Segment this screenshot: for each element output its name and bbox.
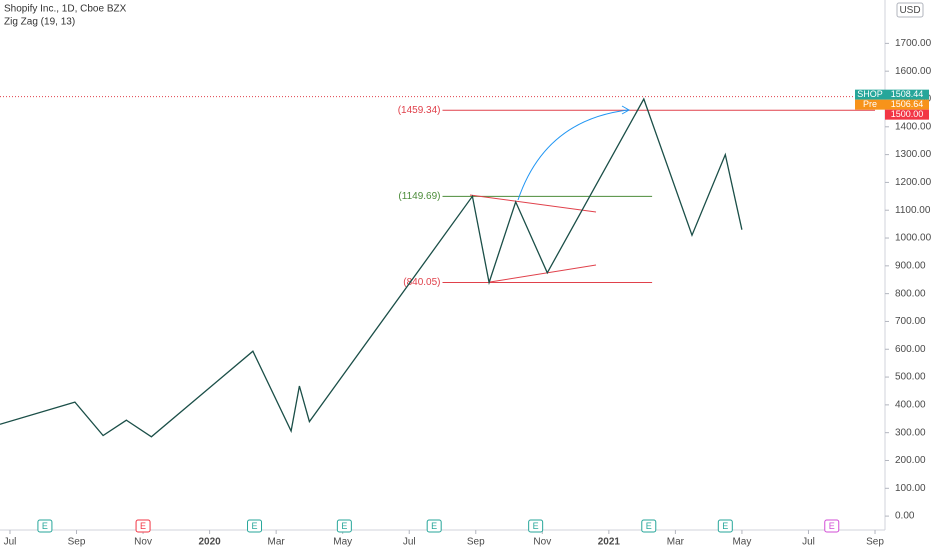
x-tick-label: Nov xyxy=(134,537,152,548)
x-tick-label: Nov xyxy=(533,537,551,548)
projection-arc xyxy=(517,109,629,201)
earnings-marker xyxy=(717,519,733,533)
triangle-lower xyxy=(489,264,597,283)
x-tick-label: Jul xyxy=(802,537,815,548)
price-label-name: Pre xyxy=(863,99,877,109)
y-tick-label: 300.00 xyxy=(895,427,926,438)
earnings-label: E xyxy=(829,521,835,531)
y-tick-label: 800.00 xyxy=(895,288,926,299)
earnings-label: E xyxy=(431,521,437,531)
x-tick-label: Mar xyxy=(667,537,685,548)
y-tick-label: 1400.00 xyxy=(895,121,932,132)
earnings-label: E xyxy=(42,521,48,531)
level-label: (1459.34) xyxy=(398,105,441,116)
price-label-name: SHOP xyxy=(857,89,883,99)
earnings-marker xyxy=(641,519,657,533)
y-tick-label: 0.00 xyxy=(895,511,915,522)
earnings-marker xyxy=(336,519,352,533)
y-tick-label: 200.00 xyxy=(895,455,926,466)
earnings-marker xyxy=(135,519,151,533)
earnings-label: E xyxy=(252,521,258,531)
earnings-label: E xyxy=(140,521,146,531)
earnings-marker xyxy=(37,519,53,533)
earnings-label: E xyxy=(341,521,347,531)
earnings-marker xyxy=(247,519,263,533)
price-label-value: 1500.00 xyxy=(891,109,924,119)
triangle-upper xyxy=(469,194,597,213)
level-label: (840.05) xyxy=(403,277,440,288)
y-tick-label: 500.00 xyxy=(895,372,926,383)
y-tick-label: 1100.00 xyxy=(895,205,931,216)
zigzag-line xyxy=(0,97,743,438)
x-tick-label: May xyxy=(333,537,352,548)
y-tick-label: 400.00 xyxy=(895,400,926,411)
y-tick-label: 600.00 xyxy=(895,344,926,355)
price-label-name-box xyxy=(855,99,885,110)
y-tick-label: 1300.00 xyxy=(895,149,932,160)
x-tick-label: 2020 xyxy=(198,537,221,548)
indicator-name: Zig Zag (19, 13) xyxy=(4,17,75,28)
earnings-label: E xyxy=(722,521,728,531)
x-tick-label: Sep xyxy=(68,537,86,548)
price-label-value: 1508.44 xyxy=(891,89,924,99)
level-label: (1149.69) xyxy=(398,191,440,202)
y-tick-label: 100.00 xyxy=(895,483,926,494)
x-tick-label: Sep xyxy=(866,537,884,548)
price-label-box xyxy=(885,89,929,100)
earnings-marker xyxy=(426,519,442,533)
x-tick-label: Mar xyxy=(268,537,286,548)
earnings-label: E xyxy=(533,521,539,531)
currency[interactable]: USD xyxy=(899,5,920,16)
price-label-box xyxy=(885,109,929,120)
chart-title: Shopify Inc., 1D, Cboe BZX xyxy=(4,4,127,15)
arrow-head xyxy=(621,105,631,115)
x-tick-label: May xyxy=(732,537,751,548)
x-tick-label: Sep xyxy=(467,537,485,548)
x-tick-label: Jul xyxy=(4,537,17,548)
y-tick-label: 1600.00 xyxy=(895,66,932,77)
price-label-box xyxy=(885,99,929,110)
y-tick-label: 1200.00 xyxy=(895,177,932,188)
price-label-value: 1506.64 xyxy=(891,99,924,109)
x-tick-label: 2021 xyxy=(598,537,621,548)
y-tick-label: 1000.00 xyxy=(895,233,932,244)
price-label-name-box xyxy=(855,89,885,100)
earnings-marker xyxy=(824,519,840,533)
y-tick-label: 1700.00 xyxy=(895,38,932,49)
earnings-label: E xyxy=(646,521,652,531)
x-tick-label: Jul xyxy=(403,537,416,548)
y-tick-label: 900.00 xyxy=(895,260,926,271)
currency-box[interactable] xyxy=(896,2,924,18)
earnings-marker xyxy=(528,519,544,533)
y-tick-label: 700.00 xyxy=(895,316,926,327)
